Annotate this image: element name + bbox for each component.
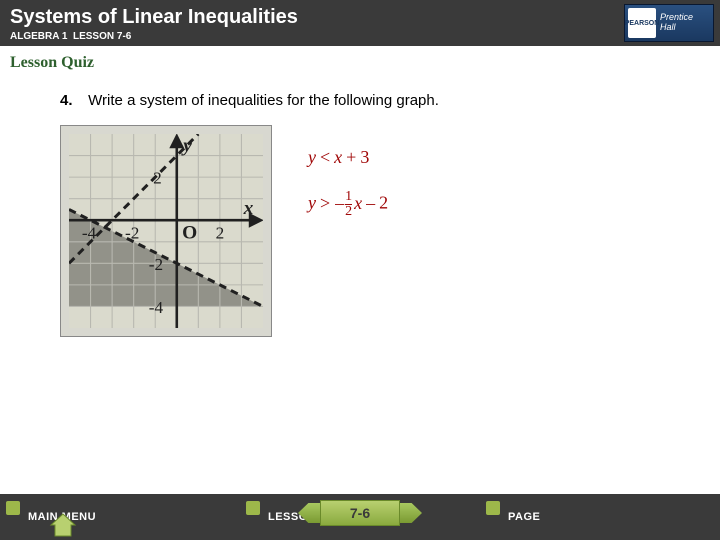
x-axis-label: x xyxy=(243,198,254,219)
page-title: Systems of Linear Inequalities xyxy=(10,6,710,29)
question-number: 4. xyxy=(60,92,84,109)
origin-label: O xyxy=(182,223,197,244)
pearson-mark: PEARSON xyxy=(628,8,656,38)
svg-text:-4: -4 xyxy=(82,224,97,243)
content: 4. Write a system of inequalities for th… xyxy=(0,78,720,337)
quiz-band: Lesson Quiz xyxy=(0,46,720,78)
graph: y x O -4 -2 2 2 -2 -4 xyxy=(60,125,272,337)
publisher-text: PrenticeHall xyxy=(660,13,693,33)
svg-text:2: 2 xyxy=(216,224,225,243)
svg-text:-4: -4 xyxy=(149,298,164,317)
page-button[interactable]: PAGE xyxy=(480,494,720,540)
question: 4. Write a system of inequalities for th… xyxy=(60,92,680,109)
subtitle: ALGEBRA 1 LESSON 7-6 xyxy=(10,31,710,42)
graph-svg: y x O -4 -2 2 2 -2 -4 xyxy=(69,134,263,328)
lesson-badge: 7-6 xyxy=(300,500,420,530)
y-axis-label: y xyxy=(181,135,192,156)
header: Systems of Linear Inequalities ALGEBRA 1… xyxy=(0,0,720,46)
badge-label: 7-6 xyxy=(320,500,400,526)
home-icon[interactable] xyxy=(48,512,78,538)
lesson-code: LESSON 7-6 xyxy=(73,31,131,42)
main-menu-button[interactable]: MAIN MENU xyxy=(0,494,240,540)
quiz-label: Lesson Quiz xyxy=(10,54,94,71)
answers: y<x+3 y>–12x–2 xyxy=(308,125,388,241)
svg-text:2: 2 xyxy=(153,169,162,188)
publisher-logo: PEARSON PrenticeHall xyxy=(624,4,714,42)
inequality-2: y>–12x–2 xyxy=(308,190,388,219)
inequality-1: y<x+3 xyxy=(308,147,388,168)
course-code: ALGEBRA 1 xyxy=(10,31,67,42)
question-text: Write a system of inequalities for the f… xyxy=(88,92,439,109)
svg-text:-2: -2 xyxy=(149,255,163,274)
svg-text:-2: -2 xyxy=(125,224,139,243)
